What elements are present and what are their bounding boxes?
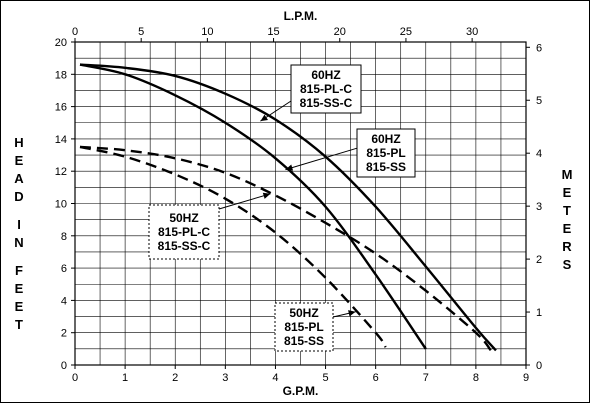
- x-top-tick-label: 5: [138, 26, 144, 38]
- y-right-tick-label: 0: [536, 360, 542, 372]
- y-right-axis-title-letter: R: [562, 239, 572, 254]
- x-top-tick-label: 10: [201, 26, 213, 38]
- x-tick-label: 9: [523, 372, 529, 384]
- y-right-axis-title-letter: E: [563, 221, 572, 236]
- x-top-axis-title: L.P.M.: [284, 9, 318, 23]
- series-line-3: [79, 145, 492, 352]
- label-layer: 0 1 2 3 4 5 6 7 8 90 5 10 15 20 25 30024681012141618200…: [14, 9, 572, 398]
- x-tick-label: 6: [373, 372, 379, 384]
- x-tick-label: 4: [272, 372, 278, 384]
- y-axis-title-letter: E: [15, 299, 24, 314]
- annotation-text-line: 50HZ: [169, 211, 198, 225]
- annotation-box: [356, 128, 416, 178]
- x-axis-title: G.P.M.: [283, 384, 319, 398]
- annotation-text-line: 815-PL-C: [158, 225, 210, 239]
- y-tick-label: 18: [55, 69, 67, 81]
- series-line-1: [79, 63, 497, 352]
- y-axis-title-letter: N: [14, 235, 23, 250]
- y-axis-title-letter: E: [15, 281, 24, 296]
- x-tick-label: 1: [122, 372, 128, 384]
- annotation-box: [148, 204, 220, 260]
- y-right-tick-label: 1: [536, 307, 542, 319]
- annotation-text-line: 815-SS-C: [300, 96, 353, 110]
- annotation-arrow-head: [260, 114, 269, 122]
- y-tick-label: 6: [61, 263, 67, 275]
- y-axis-title-letter: T: [15, 317, 23, 332]
- y-tick-label: 14: [55, 134, 67, 146]
- x-top-tick-label: 25: [400, 26, 412, 38]
- annotation-text-line: 60HZ: [311, 68, 340, 82]
- y-tick-label: 2: [61, 328, 67, 340]
- annotation-text-line: 815-PL: [366, 146, 405, 160]
- annotation-layer: 60HZ815-PL-C815-SS-C60HZ815-PL815-SS50HZ…: [148, 64, 416, 352]
- y-right-axis-title-letter: S: [563, 257, 572, 272]
- x-top-tick-label: 0: [72, 26, 78, 38]
- x-top-tick-label: 20: [334, 26, 346, 38]
- y-right-axis-title-letter: E: [563, 185, 572, 200]
- x-tick-label: 8: [473, 372, 479, 384]
- y-axis-title-letter: H: [14, 135, 23, 150]
- y-tick-label: 20: [55, 37, 67, 49]
- y-axis-title-letter: I: [17, 217, 21, 232]
- y-tick-label: 16: [55, 102, 67, 114]
- y-tick-label: 10: [55, 199, 67, 211]
- annotation-arrow-line: [285, 147, 358, 171]
- annotation-text-line: 50HZ: [289, 306, 318, 320]
- x-tick-label: 0: [72, 372, 78, 384]
- x-tick-label: 7: [423, 372, 429, 384]
- y-right-tick-label: 2: [536, 254, 542, 266]
- annotation-arrow-head: [285, 164, 294, 171]
- y-tick-label: 0: [61, 360, 67, 372]
- series-layer: [79, 63, 497, 352]
- x-tick-label: 5: [322, 372, 328, 384]
- y-axis-title-letter: D: [14, 189, 23, 204]
- y-right-tick-label: 3: [536, 201, 542, 213]
- y-tick-label: 8: [61, 231, 67, 243]
- annotation-text-line: 815-PL-C: [300, 82, 352, 96]
- x-top-tick-label: 30: [466, 26, 478, 38]
- axes-layer: [71, 38, 530, 369]
- y-right-axis-title-letter: M: [562, 167, 573, 182]
- annotation-box: [290, 64, 362, 114]
- y-axis-title-letter: E: [15, 153, 24, 168]
- annotation-arrow-head: [348, 310, 356, 317]
- annotation-text-line: 815-SS-C: [158, 239, 211, 253]
- annotation-text-line: 815-SS: [366, 160, 406, 174]
- series-line-4: [79, 145, 387, 348]
- x-tick-label: 2: [172, 372, 178, 384]
- y-tick-label: 4: [61, 295, 67, 307]
- series-line-2: [79, 63, 427, 350]
- y-tick-label: 12: [55, 166, 67, 178]
- y-right-tick-label: 6: [536, 42, 542, 54]
- y-right-axis-title-letter: T: [563, 203, 571, 218]
- y-axis-title-letter: F: [15, 263, 23, 278]
- annotation-arrow-head: [262, 192, 271, 199]
- annotation-box: [274, 302, 334, 352]
- annotation-text-line: 815-PL: [284, 320, 323, 334]
- annotation-text-line: 815-SS: [284, 334, 324, 348]
- annotation-text-line: 60HZ: [371, 132, 400, 146]
- annotation-arrow-line: [218, 193, 271, 210]
- x-top-tick-label: 15: [267, 26, 279, 38]
- y-right-tick-label: 5: [536, 95, 542, 107]
- x-tick-label: 3: [222, 372, 228, 384]
- y-axis-title-letter: A: [14, 171, 24, 186]
- y-right-tick-label: 4: [536, 148, 542, 160]
